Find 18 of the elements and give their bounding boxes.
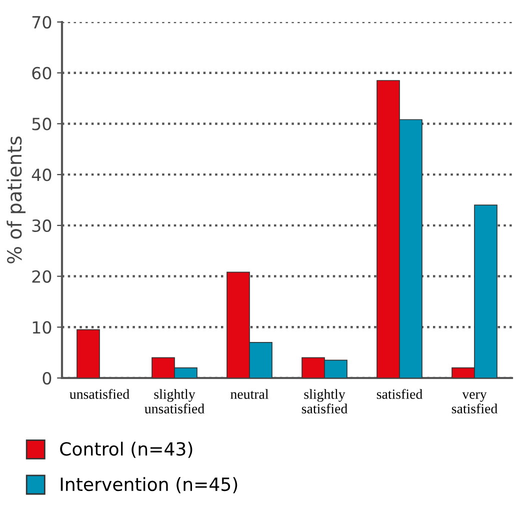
- y-axis-title: % of patients: [6, 136, 26, 264]
- x-tick-label: slightly satisfied: [302, 389, 348, 414]
- y-tick-label: 60: [32, 66, 52, 80]
- legend-label: Intervention (n=45): [60, 477, 238, 494]
- x-tick-label: satisfied: [376, 388, 422, 399]
- x-tick-label: neutral: [230, 389, 268, 399]
- y-tick-label: 10: [32, 321, 52, 334]
- y-tick-label: 70: [32, 16, 52, 29]
- x-tick-label: unsatisfied: [70, 388, 130, 399]
- y-tick-label: 40: [32, 168, 52, 182]
- y-tick-label: 30: [32, 219, 52, 232]
- bar: [76, 329, 100, 378]
- x-tick-label: slightly unsatisfied: [144, 389, 204, 414]
- legend-label: Control (n=43): [60, 442, 192, 458]
- x-tick-label: very satisfied: [452, 392, 498, 414]
- y-tick-label: 20: [32, 270, 52, 283]
- y-tick-label: 0: [42, 372, 52, 385]
- y-tick-label: 50: [32, 118, 52, 130]
